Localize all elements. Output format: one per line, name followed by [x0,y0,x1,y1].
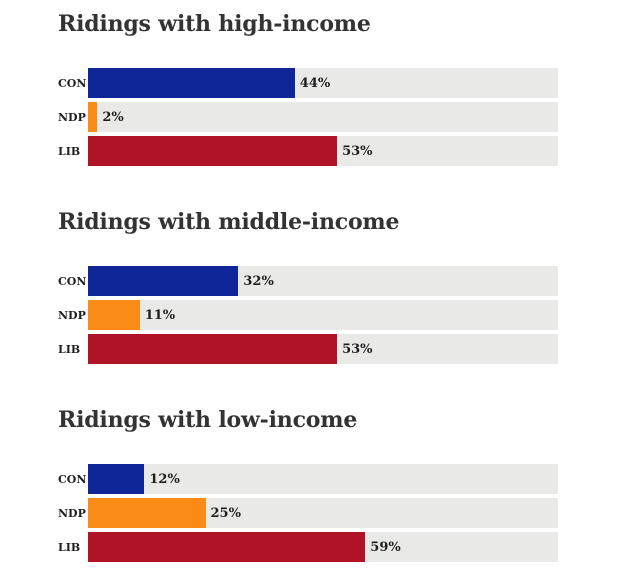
bar-row-con: CON 44% [58,68,558,98]
bar-lib [88,334,338,364]
bar-track: 25% [88,498,558,528]
bar-track: 59% [88,532,558,562]
value-label: 11% [144,307,176,323]
chart-high-income: Ridings with high-income CON 44% NDP 2% … [58,10,558,166]
bar-track: 11% [88,300,558,330]
bar-row-lib: LIB 53% [58,136,558,166]
bar-rows: CON 44% NDP 2% LIB 53% [58,68,558,166]
category-label-lib: LIB [58,144,81,158]
chart-middle-income: Ridings with middle-income CON 32% NDP 1… [58,208,558,364]
bar-rows: CON 12% NDP 25% LIB 59% [58,464,558,562]
bar-track: 53% [88,334,558,364]
value-label: 53% [342,143,373,159]
chart-title: Ridings with high-income [58,11,371,37]
bar-ndp [88,300,140,330]
bar-track: 53% [88,136,558,166]
chart-title: Ridings with middle-income [58,209,400,235]
value-label: 44% [299,75,331,91]
category-label-ndp: NDP [58,110,86,124]
bar-lib [88,136,338,166]
bar-lib [88,532,366,562]
category-label-con: CON [58,76,87,90]
bar-row-con: CON 12% [58,464,558,494]
bar-row-lib: LIB 59% [58,532,558,562]
category-label-con: CON [58,472,87,486]
bar-row-ndp: NDP 2% [58,102,558,132]
value-label: 12% [149,471,180,487]
bar-track: 32% [88,266,558,296]
bar-ndp [88,498,206,528]
category-label-lib: LIB [58,540,81,554]
bar-track: 12% [88,464,558,494]
category-label-lib: LIB [58,342,81,356]
bar-track: 2% [88,102,558,132]
bar-row-ndp: NDP 11% [58,300,558,330]
bar-row-lib: LIB 53% [58,334,558,364]
value-label: 59% [370,539,401,555]
value-label: 25% [210,505,241,521]
value-label: 32% [243,273,274,289]
bar-con [88,464,145,494]
bar-con [88,266,239,296]
category-label-con: CON [58,274,87,288]
bar-row-con: CON 32% [58,266,558,296]
bar-rows: CON 32% NDP 11% LIB 53% [58,266,558,364]
category-label-ndp: NDP [58,308,86,322]
chart-low-income: Ridings with low-income CON 12% NDP 25% … [58,406,558,562]
chart-title: Ridings with low-income [58,407,358,433]
bar-ndp [88,102,98,132]
bar-con [88,68,295,98]
category-label-ndp: NDP [58,506,86,520]
value-label: 53% [342,341,373,357]
value-label: 2% [102,109,124,125]
bar-row-ndp: NDP 25% [58,498,558,528]
bar-track: 44% [88,68,558,98]
